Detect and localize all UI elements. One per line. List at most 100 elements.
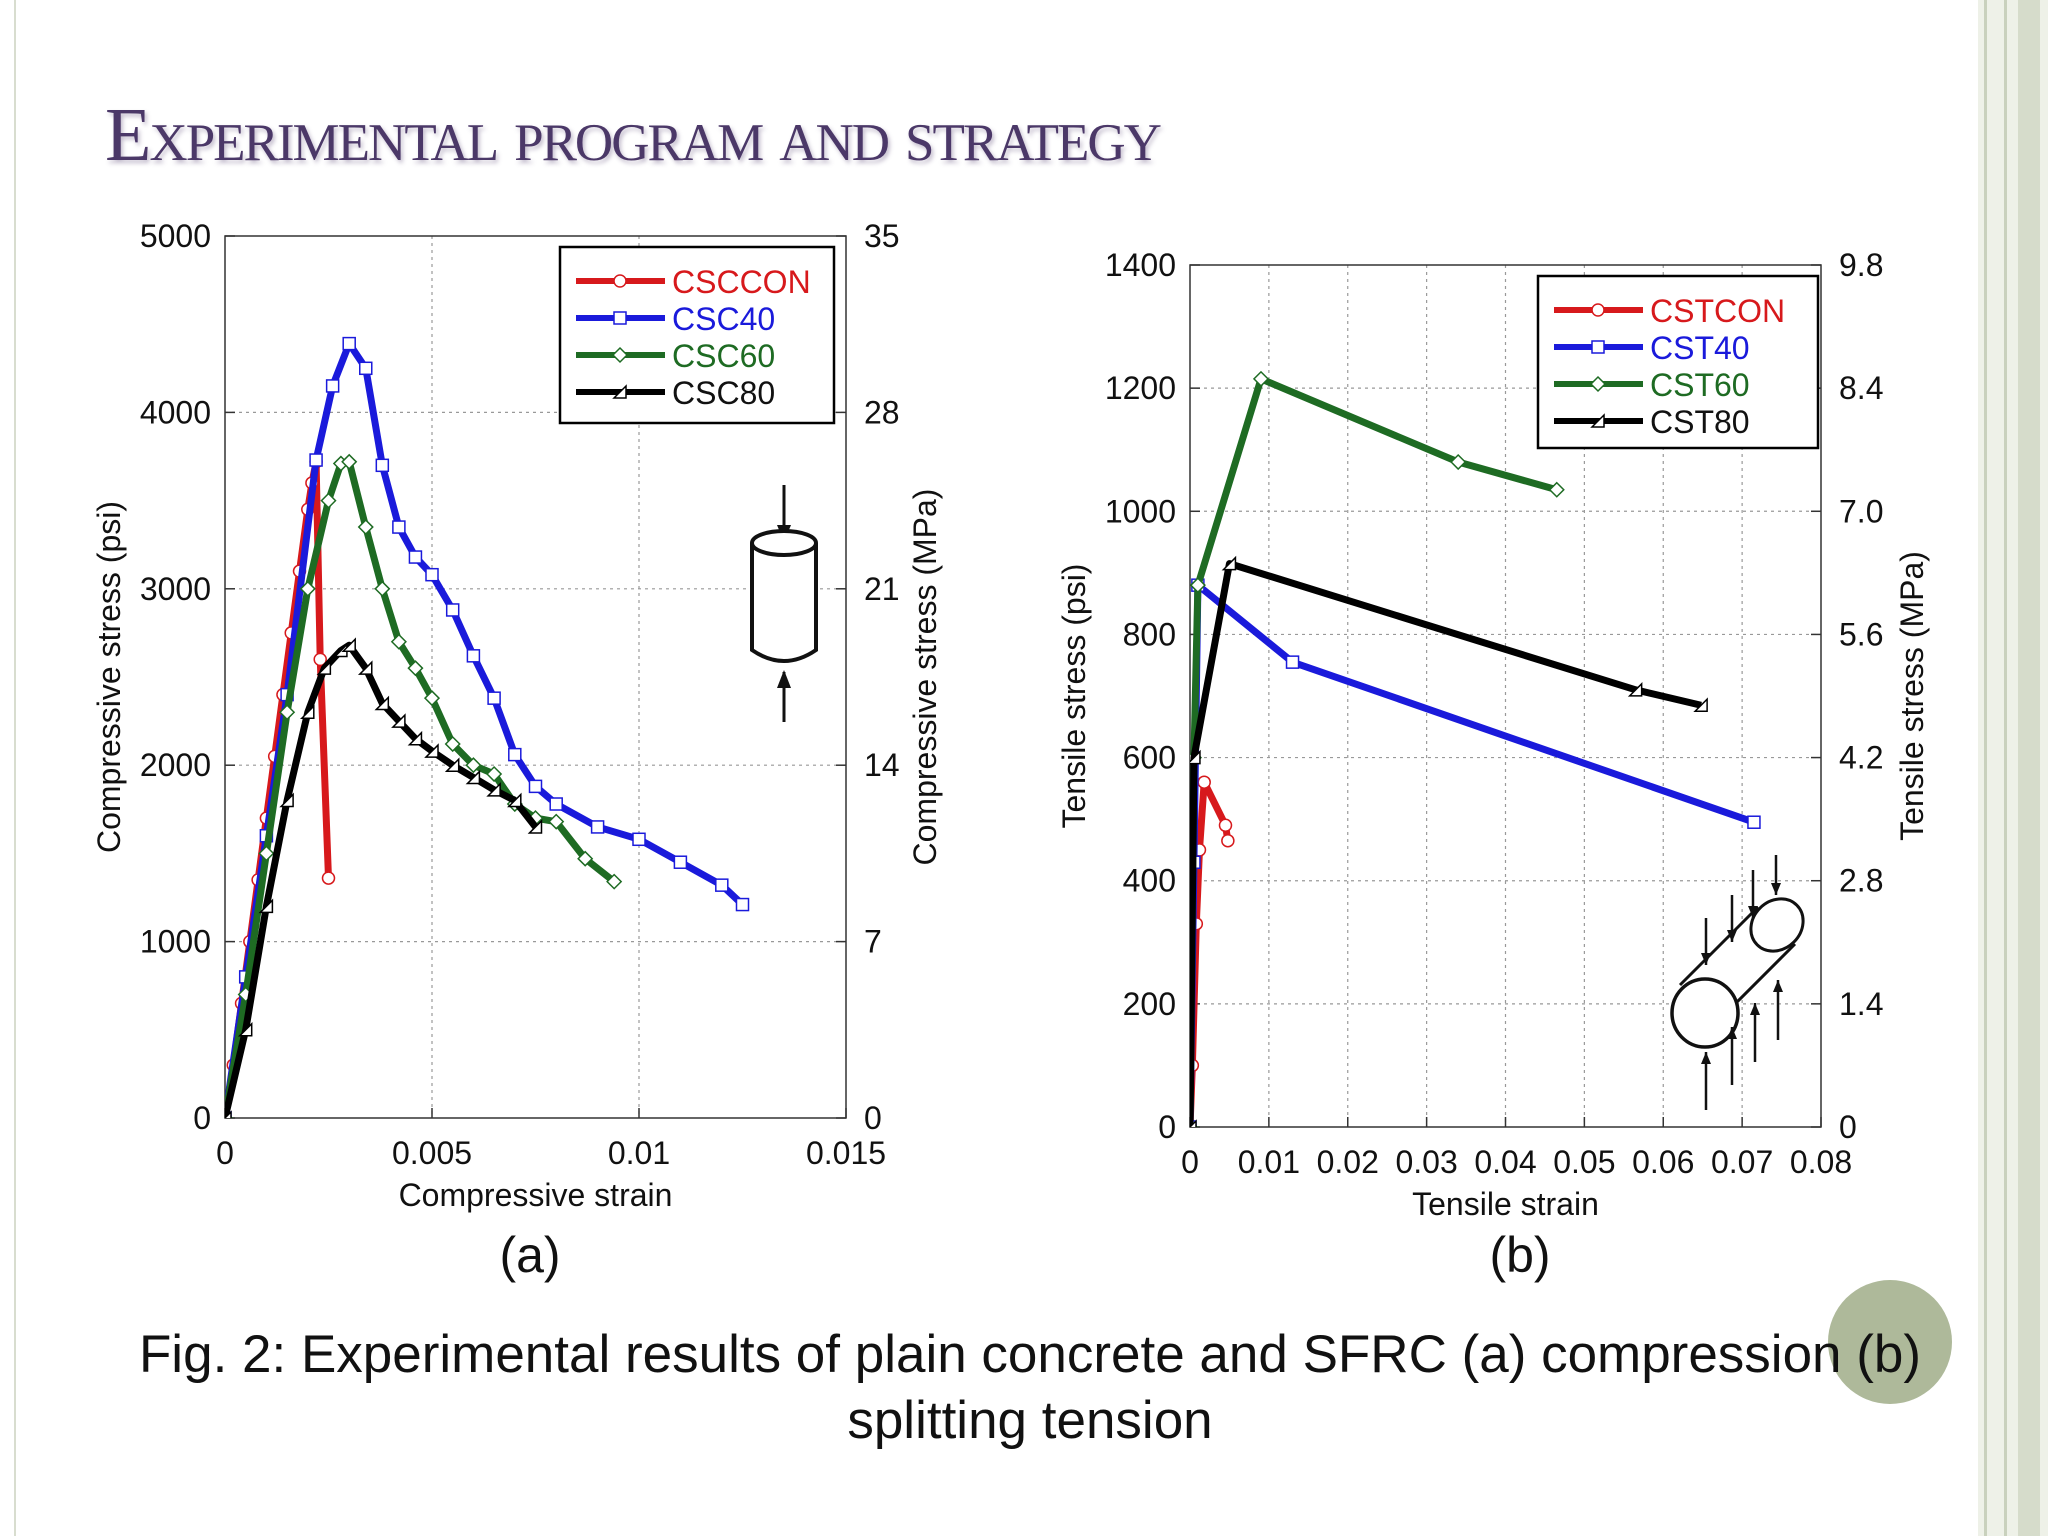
data-point-CST40: [1285, 655, 1300, 669]
y2-tick-label: 9.8: [1839, 247, 1883, 283]
y2-tick-label: 4.2: [1839, 740, 1883, 776]
legend-marker-CSC60: [611, 346, 629, 364]
data-point-CST60: [1252, 370, 1270, 387]
data-point-CSC60: [407, 660, 424, 677]
x-tick-label: 0.01: [1238, 1144, 1300, 1180]
slide-title: Experimental program and strategy: [105, 92, 1162, 179]
x-tick-label: 0.015: [806, 1135, 886, 1171]
splitting-specimen-icon: [1670, 855, 1805, 1110]
legend-marker-CST80: [1590, 413, 1605, 428]
y2-tick-label: 28: [864, 394, 900, 430]
data-point-CSC80: [486, 782, 501, 797]
data-point-CST60: [1190, 577, 1206, 594]
data-point-CST80: [1693, 697, 1708, 712]
data-point-CSC80: [316, 660, 332, 675]
x-tick-label: 0.04: [1474, 1144, 1536, 1180]
data-point-CSC40: [359, 361, 373, 376]
y-tick-label: 5000: [140, 218, 211, 254]
data-point-CSTCON: [1221, 833, 1235, 848]
data-point-CST60: [1450, 453, 1467, 471]
legend-label-CST60: CST60: [1650, 367, 1750, 403]
y2-tick-label: 21: [864, 571, 900, 607]
series-line-CST80: [1190, 560, 1702, 1127]
load-arrow-head: [1773, 980, 1783, 992]
data-point-CSC60: [390, 633, 407, 650]
x-tick-label: 0.06: [1632, 1144, 1694, 1180]
cylinder-top: [750, 529, 818, 557]
data-point-CSC60: [577, 850, 594, 867]
load-arrow-head: [1771, 883, 1781, 895]
data-point-CSC80: [424, 743, 439, 758]
data-point-CST80: [1190, 1119, 1197, 1127]
data-point-CST60: [1548, 481, 1565, 498]
data-point-CSC60: [279, 704, 296, 721]
data-point-CSC40: [425, 567, 439, 582]
y-tick-label: 1200: [1105, 370, 1176, 406]
x-tick-label: 0: [216, 1135, 234, 1171]
legend-box: [1536, 274, 1820, 450]
data-point-CST80: [1627, 682, 1643, 697]
slide-title-text: Experimental program and strategy: [105, 93, 1162, 177]
data-point-CSTCON: [1218, 818, 1233, 833]
y-tick-label: 2000: [140, 747, 211, 783]
data-point-CSC80: [357, 660, 373, 675]
caption-line-1: Fig. 2: Experimental results of plain co…: [138, 1325, 1922, 1384]
data-point-CSC60: [374, 580, 391, 597]
load-arrow-head: [1748, 906, 1758, 918]
x-tick-label: 0.07: [1711, 1144, 1773, 1180]
x-tick-label: 0.03: [1395, 1144, 1457, 1180]
data-point-CSC80: [444, 757, 460, 772]
data-point-CSC60: [357, 518, 374, 536]
y-tick-label: 600: [1123, 740, 1176, 776]
data-point-CST80: [1221, 555, 1237, 571]
data-point-CST40: [1747, 815, 1761, 829]
data-point-CSC40: [632, 832, 646, 847]
y-axis-label: Tensile stress (psi): [1056, 564, 1092, 829]
legend-label-CSC60: CSC60: [672, 338, 775, 374]
y2-tick-label: 14: [864, 747, 900, 783]
data-point-CSC40: [735, 897, 750, 912]
y2-tick-label: 7.0: [1839, 493, 1883, 529]
data-point-CSC80: [341, 637, 356, 652]
data-point-CSC40: [309, 453, 323, 467]
data-point-CSC60: [258, 845, 275, 862]
chart-panel-b: 0 0.01 0.02 0.03 0.04 0.05 0.06 0.07 0.080200400…: [1056, 247, 1930, 1283]
data-point-CSC40: [673, 855, 688, 869]
caption-line-2: splitting tension: [847, 1391, 1213, 1450]
legend-marker-CST60: [1589, 375, 1607, 393]
data-point-CSC80: [279, 792, 294, 808]
series-line-CSC80: [225, 641, 539, 1118]
figure-caption: Fig. 2: Experimental results of plain co…: [60, 1322, 2000, 1454]
data-point-CSC80: [465, 769, 481, 785]
panel-label: (b): [1489, 1227, 1550, 1283]
load-arrow-head: [1701, 1052, 1711, 1064]
left-border-line: [14, 0, 16, 1536]
data-point-CSC40: [342, 336, 356, 351]
data-point-CSC60: [606, 873, 623, 890]
data-point-CSC60: [465, 757, 482, 774]
series-group: [1190, 370, 1761, 1127]
series-line-CST60: [1190, 375, 1558, 1127]
panel-label: (a): [499, 1227, 560, 1283]
data-point-CSC40: [487, 691, 501, 705]
y-axis-label: Compressive stress (psi): [91, 501, 127, 853]
y-tick-label: 0: [193, 1100, 211, 1136]
legend-label-CSC40: CSC40: [672, 301, 775, 337]
legend-marker-CSC80: [612, 384, 627, 399]
data-point-CSC80: [374, 695, 390, 711]
data-point-CSC60: [423, 690, 441, 707]
legend-marker-CSCCON: [613, 274, 627, 288]
legend-label-CSTCON: CSTCON: [1650, 293, 1785, 329]
cylinder-body: [750, 543, 818, 663]
y2-tick-label: 2.8: [1839, 863, 1883, 899]
load-arrow-head: [1727, 1027, 1737, 1039]
y-tick-label: 800: [1123, 616, 1176, 652]
y2-tick-label: 1.4: [1839, 986, 1883, 1022]
legend-label-CST80: CST80: [1650, 404, 1750, 440]
legend-marker-CSTCON: [1591, 303, 1605, 317]
data-point-CSC40: [325, 379, 340, 393]
data-point-CST80: [1190, 749, 1201, 765]
data-point-CSC60: [299, 580, 316, 597]
series-group: [225, 336, 750, 1118]
